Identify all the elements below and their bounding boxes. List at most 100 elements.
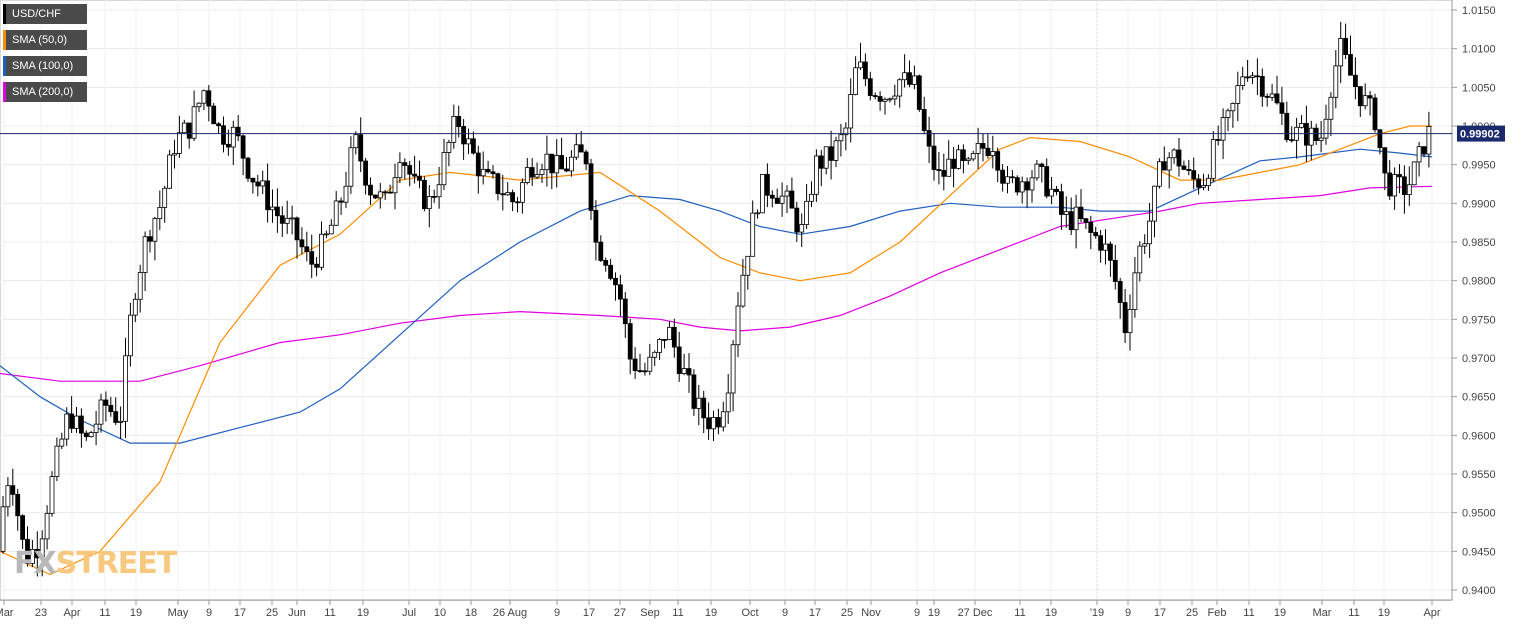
candle-down bbox=[1176, 149, 1182, 167]
candle-down bbox=[1059, 191, 1064, 215]
legend-item-sma50[interactable]: SMA (50,0) bbox=[3, 30, 87, 50]
candle-up bbox=[451, 116, 457, 143]
candle-down bbox=[338, 200, 344, 203]
candle-down bbox=[936, 169, 942, 171]
candle-up bbox=[1225, 110, 1231, 118]
candle-down bbox=[1098, 235, 1103, 251]
candle-down bbox=[15, 493, 21, 517]
candle-down bbox=[716, 417, 721, 428]
candle-down bbox=[1112, 259, 1118, 282]
candle-up bbox=[975, 143, 981, 154]
candle-up bbox=[181, 122, 187, 134]
x-tick-label: 17 bbox=[234, 607, 246, 619]
candle-down bbox=[907, 72, 912, 85]
x-tick-label: Feb bbox=[1208, 607, 1227, 619]
x-tick-label: 19 bbox=[1274, 607, 1286, 619]
candle-down bbox=[1377, 129, 1383, 149]
candle-down bbox=[1215, 139, 1221, 141]
candle-down bbox=[828, 146, 834, 161]
candle-up bbox=[127, 314, 133, 357]
x-tick-label: 18 bbox=[465, 607, 477, 619]
candle-down bbox=[1186, 168, 1192, 171]
candle-down bbox=[564, 168, 569, 172]
candle-up bbox=[348, 147, 354, 187]
candle-up bbox=[882, 98, 888, 102]
x-tick-label: 19 bbox=[1378, 607, 1390, 619]
candle-up bbox=[1073, 206, 1079, 231]
candle-up bbox=[524, 167, 530, 184]
candle-down bbox=[417, 175, 422, 181]
x-tick-label: 25 bbox=[1186, 607, 1198, 619]
x-tick-label: 17 bbox=[1154, 607, 1166, 619]
candle-down bbox=[1382, 147, 1388, 174]
x-tick-label: Sep bbox=[640, 607, 660, 619]
candle-down bbox=[485, 168, 491, 173]
candle-up bbox=[696, 397, 702, 409]
candle-up bbox=[441, 152, 447, 186]
candle-up bbox=[833, 140, 839, 161]
y-tick-label: 0.9400 bbox=[1462, 585, 1496, 597]
candle-up bbox=[544, 153, 550, 171]
candle-down bbox=[1010, 176, 1015, 179]
candle-up bbox=[809, 193, 814, 202]
candle-up bbox=[569, 156, 574, 172]
candle-down bbox=[314, 263, 320, 268]
legend-item-sma100[interactable]: SMA (100,0) bbox=[3, 56, 87, 76]
candle-down bbox=[10, 485, 16, 495]
candle-down bbox=[304, 246, 310, 253]
x-tick-label: 10 bbox=[434, 607, 446, 619]
candle-up bbox=[1362, 95, 1368, 107]
candle-up bbox=[740, 274, 746, 307]
candle-down bbox=[358, 134, 364, 162]
x-tick-label: 9 bbox=[914, 607, 920, 619]
candle-down bbox=[363, 160, 369, 186]
candle-down bbox=[578, 144, 584, 153]
candle-up bbox=[848, 94, 854, 129]
candle-up bbox=[1328, 96, 1334, 120]
candle-down bbox=[789, 190, 795, 209]
candle-up bbox=[29, 548, 35, 564]
candle-down bbox=[1343, 38, 1348, 55]
candle-down bbox=[299, 239, 305, 248]
candle-down bbox=[583, 151, 589, 165]
candle-up bbox=[760, 173, 765, 214]
x-tick-label: 11 bbox=[324, 607, 335, 619]
candle-down bbox=[265, 180, 271, 211]
candle-down bbox=[1274, 93, 1280, 104]
candle-down bbox=[1367, 95, 1373, 99]
legend-label: SMA (100,0) bbox=[12, 60, 74, 72]
candle-up bbox=[270, 206, 275, 211]
x-tick-label: Nov bbox=[861, 607, 881, 619]
candle-down bbox=[701, 397, 707, 419]
legend-item-usdchf[interactable]: USD/CHF bbox=[3, 4, 87, 24]
candle-down bbox=[387, 191, 393, 194]
candle-down bbox=[1259, 76, 1265, 97]
candle-down bbox=[69, 413, 74, 429]
candle-up bbox=[59, 438, 65, 447]
candle-up bbox=[167, 154, 173, 189]
candle-down bbox=[1245, 76, 1250, 79]
candle-up bbox=[750, 212, 756, 257]
candle-up bbox=[1210, 139, 1216, 179]
candle-up bbox=[123, 355, 128, 422]
x-axis: Mar 23 Apr 11 19 May 9 17 25 Jun 11 19 Jul 10 18 26 Aug… bbox=[0, 607, 1441, 619]
candle-up bbox=[1005, 176, 1010, 184]
candle-down bbox=[1161, 161, 1167, 171]
candle-up bbox=[647, 356, 653, 372]
candle-down bbox=[431, 196, 437, 198]
candle-up bbox=[426, 196, 432, 210]
candle-down bbox=[495, 173, 501, 195]
candle-up bbox=[191, 106, 197, 139]
candle-down bbox=[1122, 302, 1128, 334]
candle-down bbox=[211, 105, 217, 125]
candle-down bbox=[598, 241, 604, 261]
candle-up bbox=[892, 95, 898, 100]
y-tick-label: 0.9750 bbox=[1462, 314, 1496, 326]
legend-item-sma200[interactable]: SMA (200,0) bbox=[3, 82, 87, 102]
candle-up bbox=[1406, 184, 1412, 195]
candle-down bbox=[1181, 165, 1187, 170]
candle-down bbox=[103, 399, 109, 406]
candle-up bbox=[573, 144, 579, 158]
candle-down bbox=[250, 177, 256, 183]
